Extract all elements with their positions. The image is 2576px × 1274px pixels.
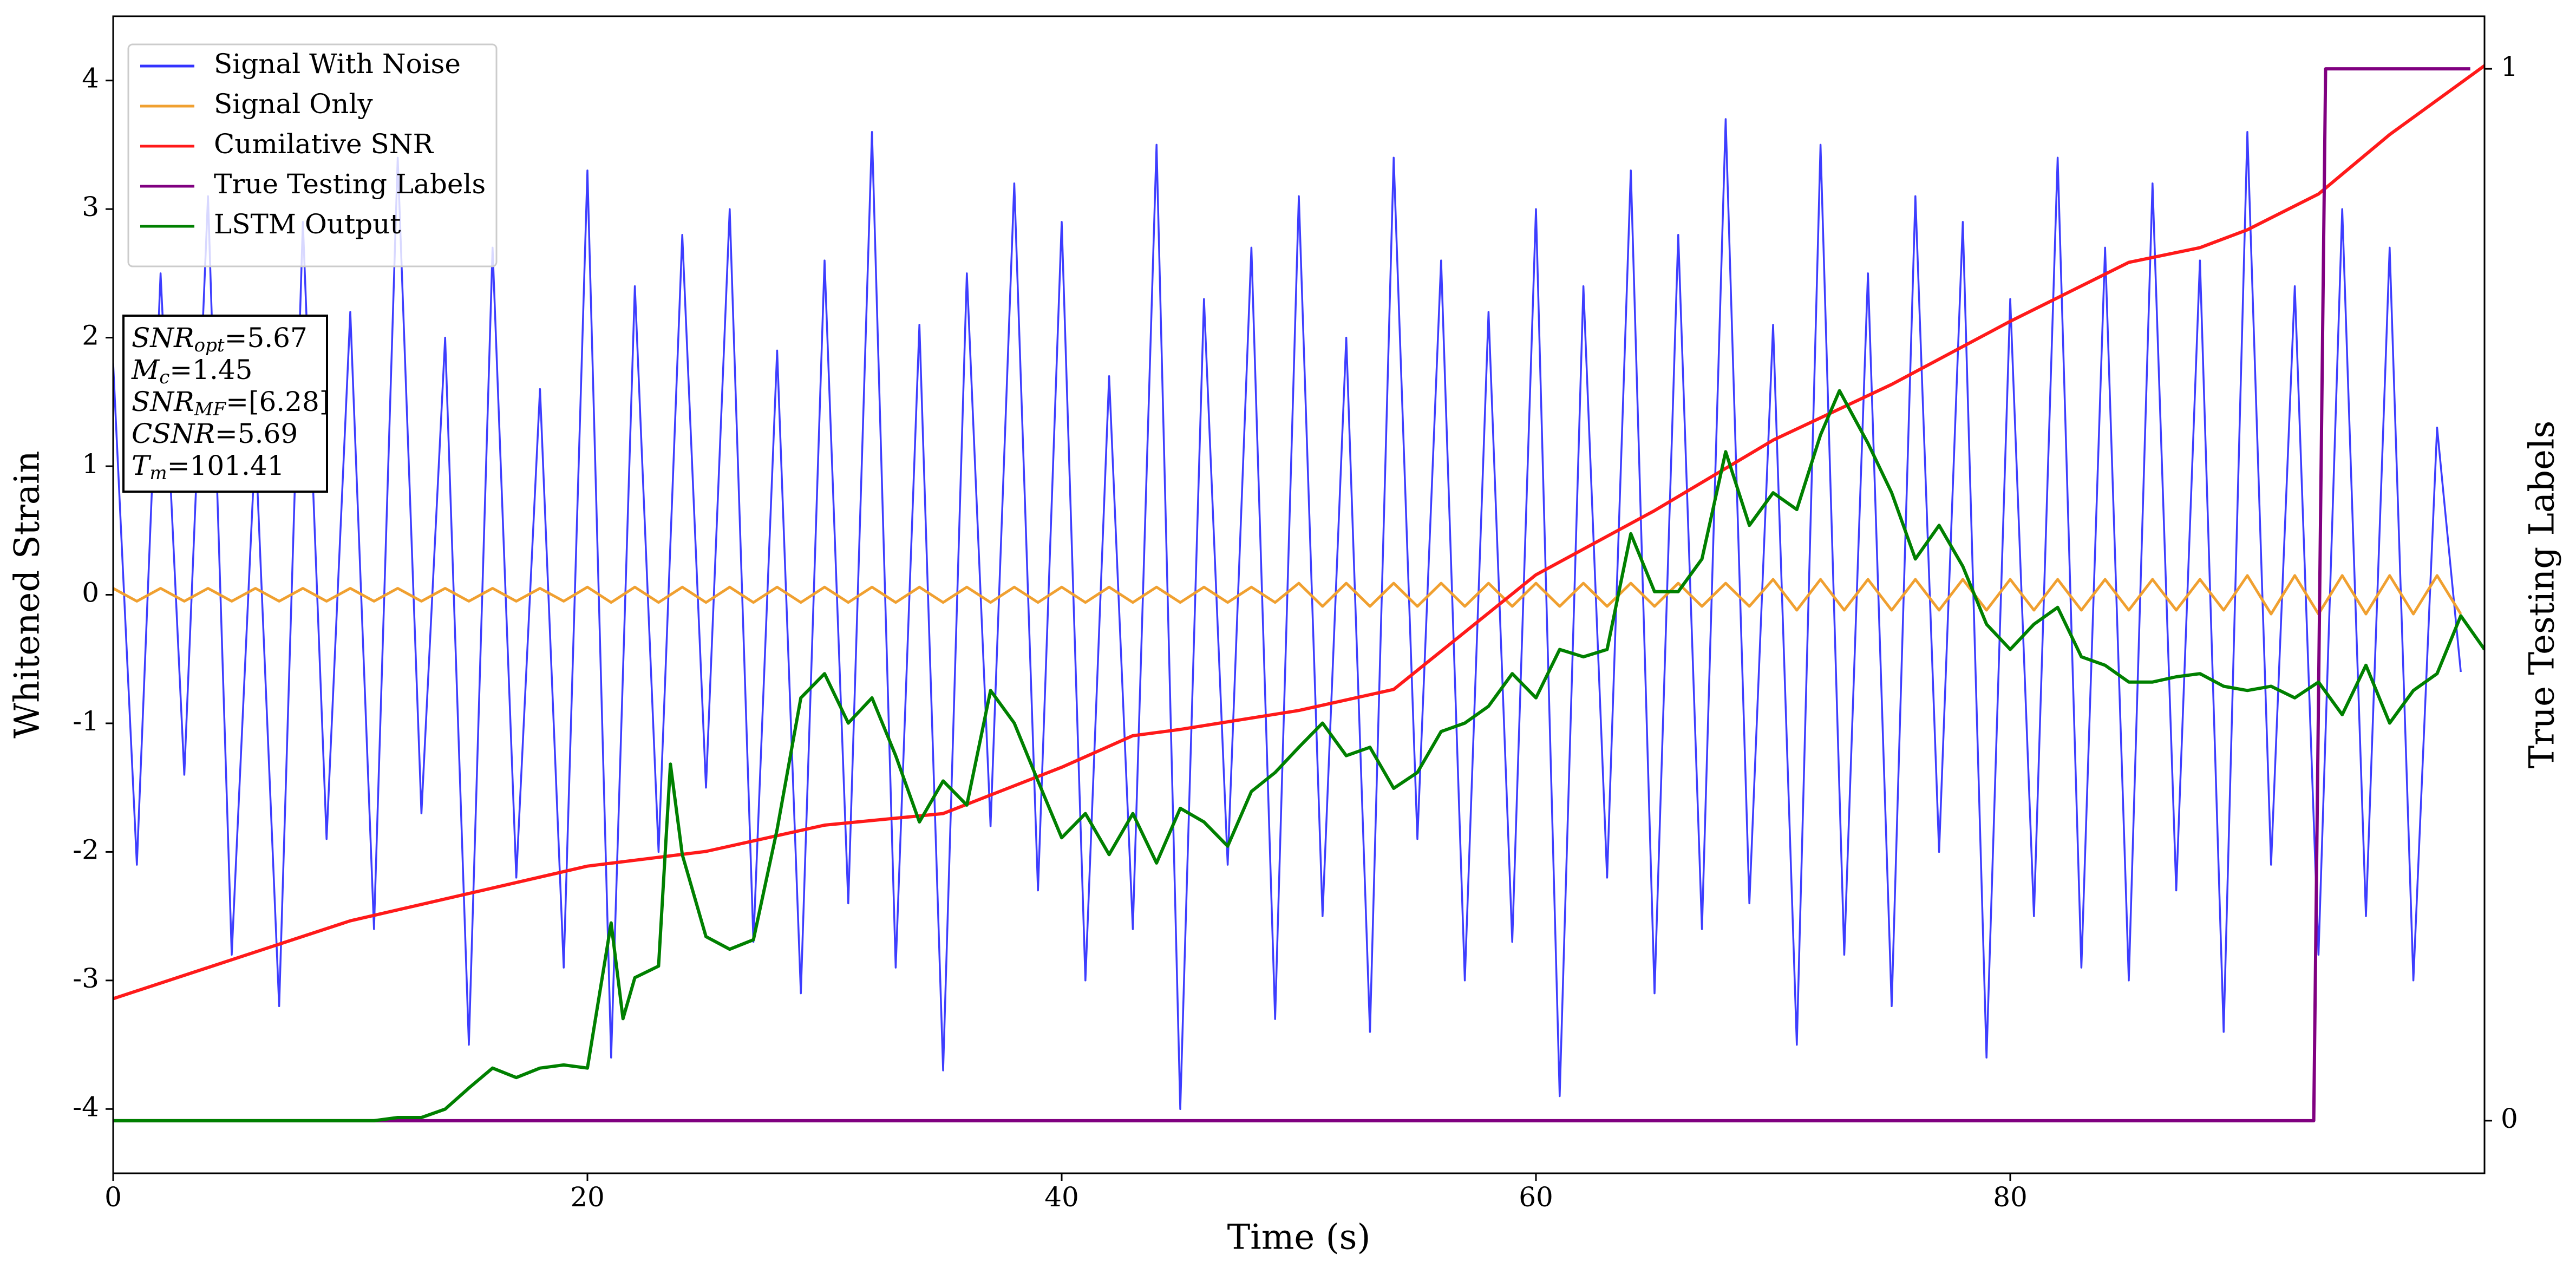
legend-label: Cumilative SNR: [214, 128, 434, 160]
plot-frame: [112, 15, 2486, 1174]
x-tick-label: 80: [1993, 1181, 2028, 1213]
annotation-part: T: [132, 450, 152, 481]
annotation-part: c: [159, 367, 169, 388]
legend-label: True Testing Labels: [214, 168, 486, 200]
y2-tick-label: 1: [2501, 51, 2518, 82]
y-tick-label: 3: [82, 191, 99, 223]
annotation-line: CSNR=5.69: [132, 418, 298, 449]
x-tick-label: 40: [1044, 1181, 1079, 1213]
annotation-line: Mc=1.45: [131, 354, 252, 388]
y-tick-label: -3: [73, 963, 99, 994]
legend-box: [127, 43, 498, 267]
series-line: [113, 389, 2485, 1122]
series-line: [113, 67, 2470, 1122]
y-tick-label: -4: [73, 1091, 99, 1122]
y-tick-label: 1: [82, 448, 99, 480]
plot-area: [113, 64, 2485, 1122]
x-tick-label: 0: [104, 1181, 122, 1213]
y2-tick-label: 0: [2501, 1103, 2518, 1134]
x-tick-label: 60: [1519, 1181, 1553, 1213]
legend-label: Signal With Noise: [214, 48, 461, 80]
legend-label: Signal Only: [214, 88, 373, 120]
annotation-part: M: [131, 354, 160, 386]
series-line: [113, 574, 2462, 616]
series-line: [113, 64, 2485, 1001]
y-tick-label: 2: [82, 320, 99, 351]
y-tick-label: 4: [82, 63, 99, 94]
annotation-part: SNR: [132, 386, 194, 417]
annotation-part: =1.45: [169, 354, 252, 386]
annotation-part: MF: [194, 398, 227, 420]
x-axis-label: Time (s): [1227, 1218, 1371, 1258]
y2-axis-label: True Testing Labels: [2522, 421, 2562, 769]
legend-label: LSTM Output: [214, 208, 401, 240]
annotation-line: SNRopt=5.67: [132, 322, 308, 356]
y-axis-label: Whitened Strain: [8, 450, 48, 738]
x-tick-label: 20: [570, 1181, 605, 1213]
annotation-part: =5.69: [215, 418, 298, 449]
annotation-line: SNRMF=[6.28]: [132, 386, 330, 420]
y-tick-label: 0: [82, 577, 99, 609]
annotation-part: m: [149, 462, 167, 484]
y-tick-label: -2: [73, 834, 99, 865]
annotation-box: [122, 315, 328, 493]
annotation-part: =[6.28]: [226, 386, 330, 417]
annotation-part: CSNR: [132, 418, 215, 449]
y-tick-label: -1: [73, 705, 99, 737]
series-line: [113, 118, 2462, 1110]
annotation-part: =5.67: [225, 322, 308, 354]
annotation-line: Tm=101.41: [132, 450, 284, 484]
annotation-part: SNR: [132, 322, 194, 354]
annotation-part: opt: [194, 335, 225, 356]
annotation-part: =101.41: [167, 450, 285, 481]
